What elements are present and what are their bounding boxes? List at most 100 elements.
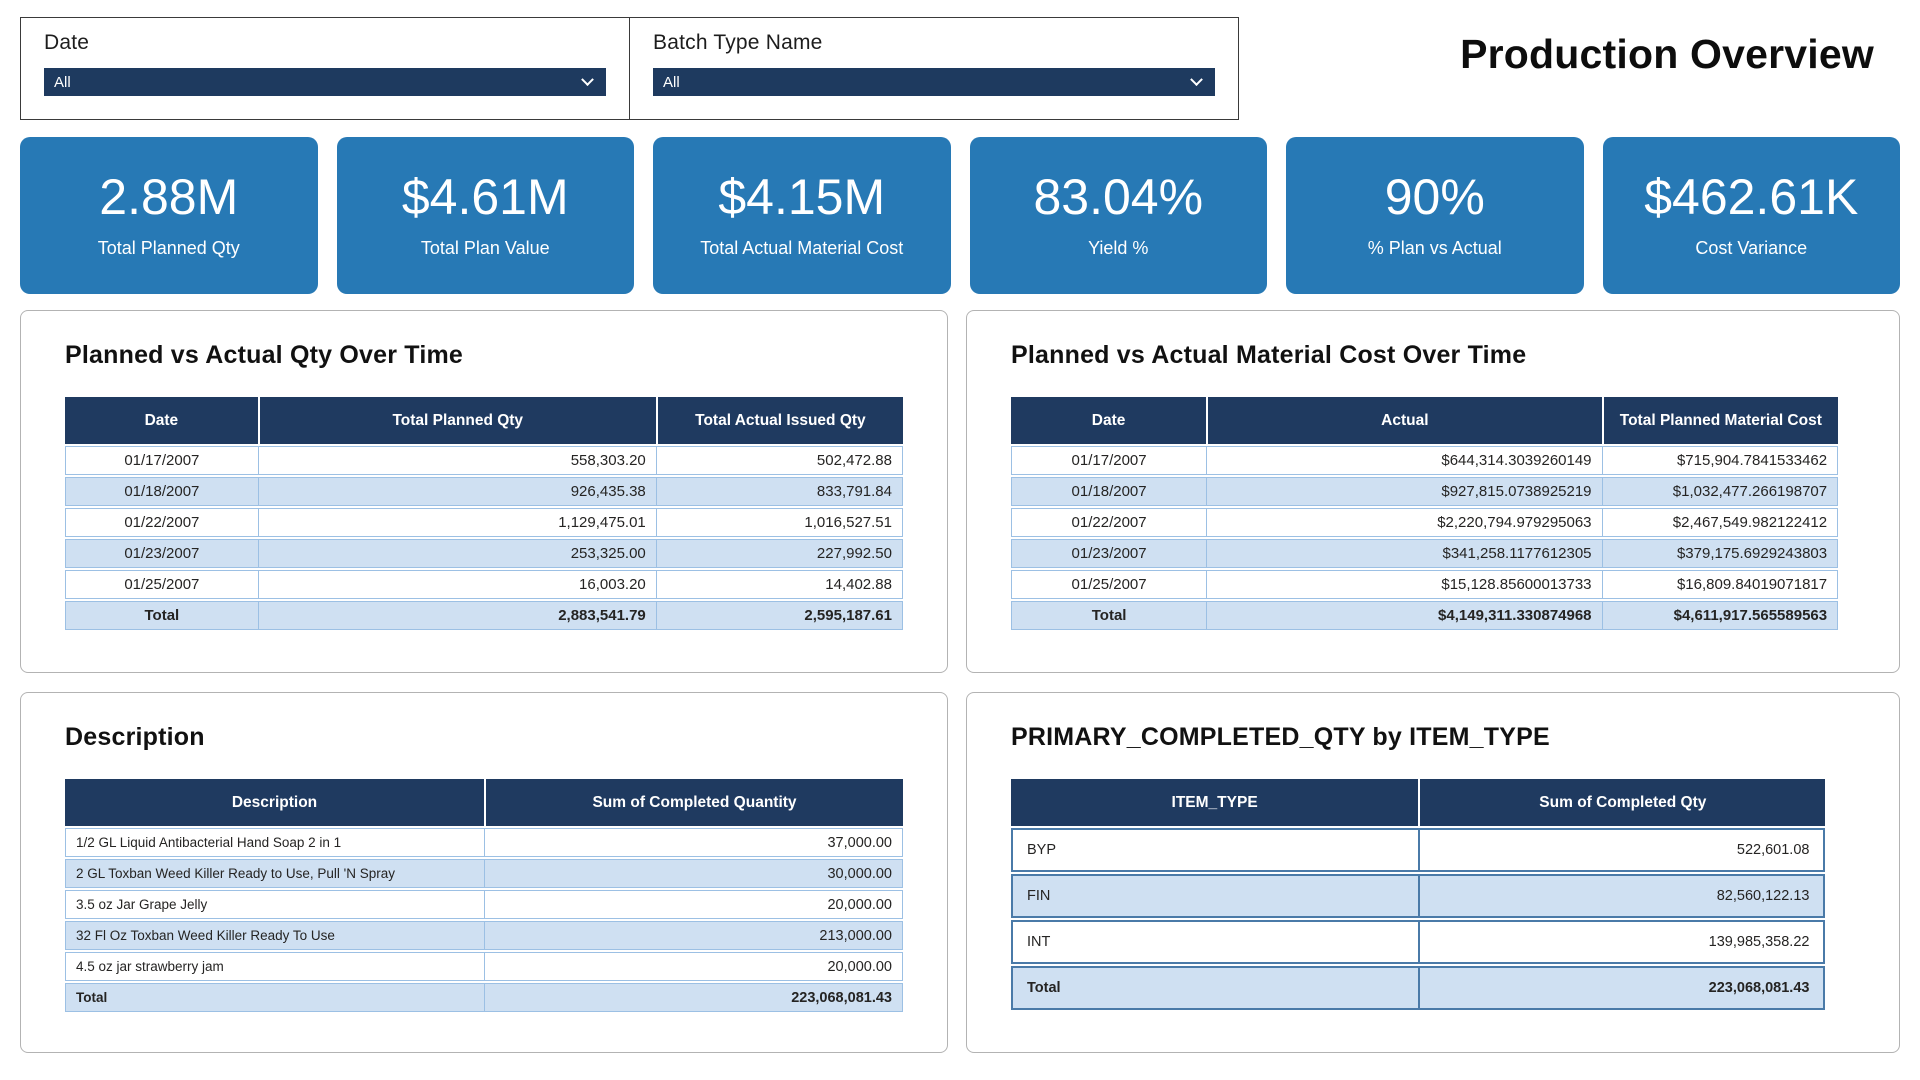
- column-header[interactable]: Sum of Completed Quantity: [484, 779, 903, 826]
- column-header[interactable]: Actual: [1206, 397, 1602, 444]
- table-cell[interactable]: 01/25/2007: [65, 570, 258, 599]
- table-cell[interactable]: 01/23/2007: [65, 539, 258, 568]
- total-row: Total 223,068,081.43: [65, 983, 903, 1012]
- table-cell[interactable]: 20,000.00: [484, 890, 903, 919]
- table-cell[interactable]: 227,992.50: [655, 539, 903, 568]
- table-cell[interactable]: $15,128.85600013733: [1206, 570, 1602, 599]
- table-cell[interactable]: 82,560,122.13: [1418, 874, 1826, 918]
- kpi-label: Total Planned Qty: [97, 238, 240, 258]
- date-filter-value: All: [54, 73, 71, 91]
- table-cell[interactable]: 1,129,475.01: [257, 508, 656, 537]
- table-cell[interactable]: 213,000.00: [484, 921, 903, 950]
- table-cell[interactable]: 1/2 GL Liquid Antibacterial Hand Soap 2 …: [65, 828, 484, 857]
- table-cell[interactable]: 16,003.20: [257, 570, 656, 599]
- table-cell[interactable]: Total: [1011, 601, 1207, 630]
- table-cell[interactable]: BYP: [1011, 828, 1419, 872]
- visual-title: Description: [65, 723, 205, 751]
- table-cell[interactable]: 3.5 oz Jar Grape Jelly: [65, 890, 484, 919]
- page-title: Production Overview: [1460, 31, 1874, 77]
- column-header[interactable]: Total Actual Issued Qty: [655, 397, 903, 444]
- table-cell[interactable]: 37,000.00: [484, 828, 903, 857]
- table-cell[interactable]: INT: [1011, 920, 1419, 964]
- table-cell[interactable]: 01/18/2007: [1011, 477, 1207, 506]
- table-cell[interactable]: 223,068,081.43: [1418, 966, 1826, 1010]
- table-row: 01/22/2007 $2,220,794.979295063 $2,467,549…: [1011, 508, 1839, 537]
- table-cell[interactable]: 4.5 oz jar strawberry jam: [65, 952, 484, 981]
- table-row: 2 GL Toxban Weed Killer Ready to Use, Pu…: [65, 859, 903, 888]
- table-cell[interactable]: 2 GL Toxban Weed Killer Ready to Use, Pu…: [65, 859, 484, 888]
- kpi-row: 2.88M Total Planned Qty $4.61M Total Pla…: [20, 137, 1900, 294]
- table-cell[interactable]: $16,809.84019071817: [1601, 570, 1839, 599]
- table-cell[interactable]: 502,472.88: [655, 446, 903, 475]
- kpi-plan-vs-actual-percent: 90% % Plan vs Actual: [1286, 137, 1584, 294]
- kpi-label: Yield %: [1088, 238, 1149, 258]
- table-cell[interactable]: 926,435.38: [257, 477, 656, 506]
- table-cell[interactable]: 01/22/2007: [65, 508, 258, 537]
- table-cell[interactable]: $1,032,477.266198707: [1601, 477, 1839, 506]
- table-cell[interactable]: 833,791.84: [655, 477, 903, 506]
- table-cell[interactable]: 01/18/2007: [65, 477, 258, 506]
- table-cell[interactable]: Total: [1011, 966, 1419, 1010]
- table-cell[interactable]: 01/17/2007: [65, 446, 258, 475]
- table-cell[interactable]: Total: [65, 601, 258, 630]
- table-cell[interactable]: 14,402.88: [655, 570, 903, 599]
- dashboard: Date All Batch Type Name All Production …: [20, 17, 1900, 1053]
- kpi-label: Total Plan Value: [420, 238, 550, 258]
- column-header[interactable]: Date: [1011, 397, 1207, 444]
- column-header[interactable]: Date: [65, 397, 258, 444]
- table-cell[interactable]: 30,000.00: [484, 859, 903, 888]
- column-header[interactable]: Sum of Completed Qty: [1418, 779, 1826, 826]
- table-cell[interactable]: 223,068,081.43: [484, 983, 903, 1012]
- kpi-value: $4.61M: [401, 169, 569, 225]
- table-cell[interactable]: $2,220,794.979295063: [1206, 508, 1602, 537]
- table-cell[interactable]: 32 Fl Oz Toxban Weed Killer Ready To Use: [65, 921, 484, 950]
- table-cell[interactable]: 522,601.08: [1418, 828, 1826, 872]
- table-cell[interactable]: $2,467,549.982122412: [1601, 508, 1839, 537]
- table-cell[interactable]: 253,325.00: [257, 539, 656, 568]
- date-filter-label: Date: [44, 31, 90, 54]
- table-cell[interactable]: FIN: [1011, 874, 1419, 918]
- column-header[interactable]: Total Planned Qty: [257, 397, 656, 444]
- column-header[interactable]: Description: [65, 779, 484, 826]
- table-cell[interactable]: $4,611,917.565589563: [1601, 601, 1839, 630]
- header-row: Date Total Planned Qty Total Actual Issued…: [65, 397, 903, 444]
- table-cell[interactable]: $379,175.6929243803: [1601, 539, 1839, 568]
- kpi-yield-percent: 83.04% Yield %: [969, 137, 1267, 294]
- batch-type-filter-dropdown[interactable]: All: [653, 68, 1215, 96]
- table-cell[interactable]: $715,904.7841533462: [1601, 446, 1839, 475]
- kpi-value: 90%: [1384, 169, 1485, 225]
- column-header[interactable]: ITEM_TYPE: [1011, 779, 1419, 826]
- table-cell[interactable]: Total: [65, 983, 484, 1012]
- table-cell[interactable]: 01/23/2007: [1011, 539, 1207, 568]
- table-row: 01/22/2007 1,129,475.01 1,016,527.51: [65, 508, 903, 537]
- table-cell[interactable]: 139,985,358.22: [1418, 920, 1826, 964]
- material-cost-over-time-table: Date Actual Total Planned Material Cost 01/…: [1011, 395, 1839, 632]
- table-cell[interactable]: 01/25/2007: [1011, 570, 1207, 599]
- kpi-cost-variance: $462.61K Cost Variance: [1602, 137, 1900, 294]
- filter-panel: Date All Batch Type Name All: [20, 17, 1239, 120]
- table-cell[interactable]: 01/22/2007: [1011, 508, 1207, 537]
- visual-title: PRIMARY_COMPLETED_QTY by ITEM_TYPE: [1011, 723, 1550, 751]
- table-cell[interactable]: 20,000.00: [484, 952, 903, 981]
- table-cell[interactable]: 2,883,541.79: [257, 601, 656, 630]
- table-cell[interactable]: $927,815.0738925219: [1206, 477, 1602, 506]
- date-filter-dropdown[interactable]: All: [44, 68, 606, 96]
- planned-vs-actual-cost-card: Planned vs Actual Material Cost Over Tim…: [966, 310, 1900, 673]
- table-cell[interactable]: 1,016,527.51: [655, 508, 903, 537]
- table-cell[interactable]: $341,258.1177612305: [1206, 539, 1602, 568]
- table-row: 01/17/2007 $644,314.3039260149 $715,904.78…: [1011, 446, 1839, 475]
- header-row: Description Sum of Completed Quantity: [65, 779, 903, 826]
- table-cell[interactable]: 01/17/2007: [1011, 446, 1207, 475]
- kpi-value: $462.61K: [1644, 169, 1859, 225]
- qty-over-time-table: Date Total Planned Qty Total Actual Issued…: [65, 395, 903, 632]
- table-cell[interactable]: $4,149,311.330874968: [1206, 601, 1602, 630]
- table-row: 01/25/2007 $15,128.85600013733 $16,809.840…: [1011, 570, 1839, 599]
- kpi-total-planned-qty: 2.88M Total Planned Qty: [20, 137, 318, 294]
- table-cell[interactable]: 558,303.20: [257, 446, 656, 475]
- header-row: Date Actual Total Planned Material Cost: [1011, 397, 1839, 444]
- table-cell[interactable]: 2,595,187.61: [655, 601, 903, 630]
- table-cell[interactable]: $644,314.3039260149: [1206, 446, 1602, 475]
- column-header[interactable]: Total Planned Material Cost: [1601, 397, 1839, 444]
- kpi-label: % Plan vs Actual: [1367, 238, 1502, 258]
- table-row: 3.5 oz Jar Grape Jelly 20,000.00: [65, 890, 903, 919]
